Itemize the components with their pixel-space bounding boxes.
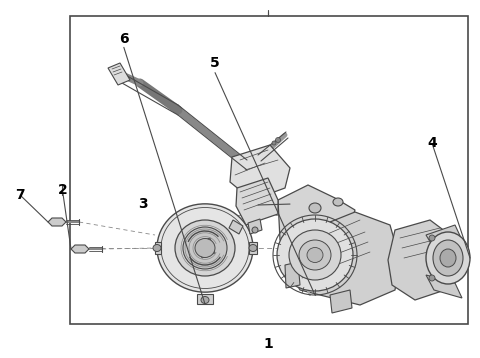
Ellipse shape [440, 249, 456, 267]
Ellipse shape [307, 247, 323, 262]
Polygon shape [278, 185, 355, 252]
Ellipse shape [153, 245, 161, 252]
Ellipse shape [429, 275, 435, 281]
Polygon shape [155, 242, 161, 254]
Polygon shape [285, 262, 300, 288]
Text: 3: 3 [138, 197, 148, 211]
Polygon shape [330, 290, 352, 313]
Ellipse shape [276, 137, 280, 142]
Ellipse shape [272, 141, 276, 145]
Polygon shape [48, 218, 66, 226]
Ellipse shape [299, 240, 331, 270]
Polygon shape [236, 178, 278, 225]
Polygon shape [71, 245, 89, 253]
Ellipse shape [433, 240, 463, 276]
Text: 5: 5 [210, 55, 220, 70]
Ellipse shape [195, 238, 215, 257]
Ellipse shape [277, 219, 353, 291]
Ellipse shape [249, 245, 257, 252]
Polygon shape [249, 242, 257, 254]
Ellipse shape [201, 296, 209, 304]
Ellipse shape [252, 227, 258, 233]
Text: 7: 7 [15, 188, 25, 202]
Bar [70, 16, 468, 324]
Polygon shape [108, 63, 130, 85]
Text: 2: 2 [58, 183, 67, 197]
Polygon shape [197, 294, 213, 304]
Polygon shape [388, 220, 455, 300]
Polygon shape [229, 220, 243, 234]
Ellipse shape [289, 230, 341, 280]
Ellipse shape [183, 227, 227, 269]
Polygon shape [285, 212, 400, 305]
Polygon shape [230, 145, 290, 200]
Polygon shape [426, 275, 462, 298]
Polygon shape [426, 225, 462, 250]
Ellipse shape [429, 235, 435, 241]
Ellipse shape [333, 198, 343, 206]
Ellipse shape [309, 203, 321, 213]
Polygon shape [197, 238, 215, 258]
Text: 4: 4 [427, 136, 437, 150]
Text: 1: 1 [263, 337, 273, 351]
Ellipse shape [157, 204, 253, 292]
Polygon shape [248, 219, 262, 234]
Ellipse shape [426, 232, 470, 284]
Ellipse shape [175, 220, 235, 276]
Text: 6: 6 [119, 32, 129, 47]
